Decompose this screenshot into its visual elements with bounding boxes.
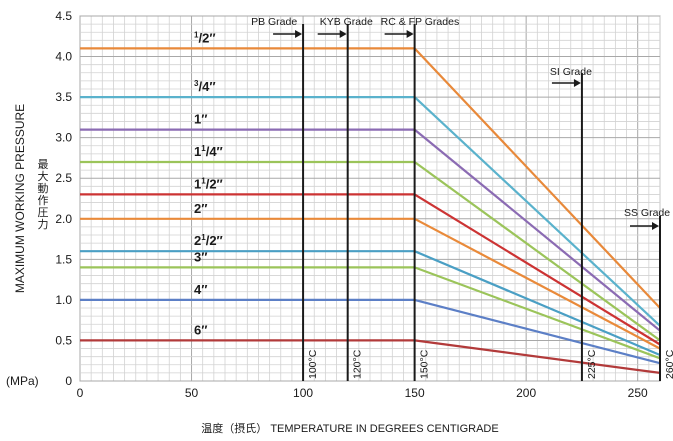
size-labels: 1/2″ 3/4″ 1″ 11/4″ 11/2″ 2″ 21/2″3″ 4″ 6″ bbox=[194, 30, 223, 337]
arrow-head-icon bbox=[339, 30, 347, 38]
grade-label: SS Grade bbox=[624, 207, 670, 219]
grade-label: KYB Grade bbox=[320, 16, 373, 28]
pipe-size-label: 11/4″ bbox=[194, 144, 223, 159]
pipe-size-label: 3/4″ bbox=[194, 79, 216, 94]
grade-label: PB Grade bbox=[251, 16, 297, 28]
grade-label: RC & FP Grades bbox=[381, 16, 460, 28]
grade-temperature-label: 225°C bbox=[586, 349, 598, 379]
grade-markers: PB Grade 100°C KYB Grade 120°C RC & FP Grade… bbox=[251, 16, 673, 381]
grade-temperature-label: 260°C bbox=[664, 349, 673, 379]
x-axis-label: 温度（摂氏） TEMPERATURE IN DEGREES CENTIGRADE bbox=[201, 421, 498, 435]
x-tick-label: 0 bbox=[77, 386, 84, 400]
arrow-head-icon bbox=[406, 30, 414, 38]
pipe-size-label: 3″ bbox=[194, 249, 207, 264]
grade-label: SI Grade bbox=[550, 66, 592, 78]
x-tick-label: 250 bbox=[628, 386, 648, 400]
y-tick-label: 0 bbox=[65, 374, 72, 388]
x-tick-label: 50 bbox=[185, 386, 199, 400]
y-tick-label: 3.0 bbox=[55, 131, 72, 145]
grade-temperature-label: 150°C bbox=[419, 349, 431, 379]
grade-temperature-label: 120°C bbox=[352, 349, 364, 379]
arrow-head-icon bbox=[573, 79, 581, 87]
y-axis-label-cn: 最大動作圧力 bbox=[38, 158, 49, 231]
x-tick-label: 200 bbox=[516, 386, 536, 400]
x-tick-label: 100 bbox=[293, 386, 313, 400]
y-tick-label: 4.5 bbox=[55, 9, 72, 23]
y-tick-label: 1.5 bbox=[55, 252, 72, 266]
y-unit-label: (MPa) bbox=[6, 374, 39, 388]
y-tick-label: 3.5 bbox=[55, 90, 72, 104]
grid bbox=[79, 15, 661, 382]
pipe-size-label: 11/2″ bbox=[194, 176, 223, 191]
pipe-size-label: 21/2″ bbox=[194, 233, 223, 248]
y-tick-label: 2.0 bbox=[55, 212, 72, 226]
y-axis-label: MAXIMUM WORKING PRESSURE bbox=[13, 104, 27, 293]
y-tick-label: 2.5 bbox=[55, 171, 72, 185]
axes: 0 0.5 1.0 1.5 2.0 2.5 3.0 3.5 4.0 4.5 0 50 100 150 200… bbox=[6, 9, 648, 435]
y-tick-label: 4.0 bbox=[55, 50, 72, 64]
arrow-head-icon bbox=[295, 30, 303, 38]
pipe-size-label: 2″ bbox=[194, 201, 207, 216]
pipe-size-label: 1/2″ bbox=[194, 30, 216, 45]
y-tick-label: 1.0 bbox=[55, 293, 72, 307]
x-tick-label: 150 bbox=[405, 386, 425, 400]
arrow-head-icon bbox=[652, 222, 659, 230]
pipe-size-label: 6″ bbox=[194, 322, 207, 337]
grade-temperature-label: 100°C bbox=[307, 349, 319, 379]
pipe-size-label: 1″ bbox=[194, 112, 207, 127]
pipe-size-label: 4″ bbox=[194, 282, 207, 297]
y-tick-label: 0.5 bbox=[55, 333, 72, 347]
